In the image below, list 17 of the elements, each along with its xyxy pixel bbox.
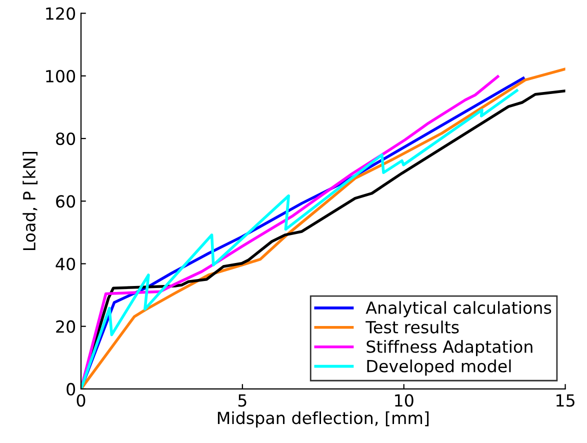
y-tick-label: 120: [46, 7, 76, 20]
x-tick-label: 5: [238, 394, 246, 407]
x-tick-label: 0: [76, 394, 86, 407]
x-tick-label: 10: [395, 394, 414, 407]
y-tick-label: 40: [56, 258, 76, 270]
y-axis-title: Load, P [kN]: [22, 152, 38, 250]
y-tick-label: 100: [46, 70, 76, 82]
x-axis-title: Midspan deflection, [mm]: [218, 411, 429, 428]
y-tick-label: 60: [56, 195, 76, 208]
y-tick-label: 80: [56, 132, 76, 146]
legend-label: Analytical calculations: [366, 301, 552, 318]
y-tick-label: 0: [66, 382, 76, 396]
y-tick-label: 20: [56, 320, 76, 333]
x-tick-label: 15: [556, 394, 574, 407]
legend-label: Developed model: [367, 359, 511, 376]
legend-label: Stiffness Adaptation: [366, 340, 532, 356]
legend-label: Test results: [366, 320, 459, 334]
